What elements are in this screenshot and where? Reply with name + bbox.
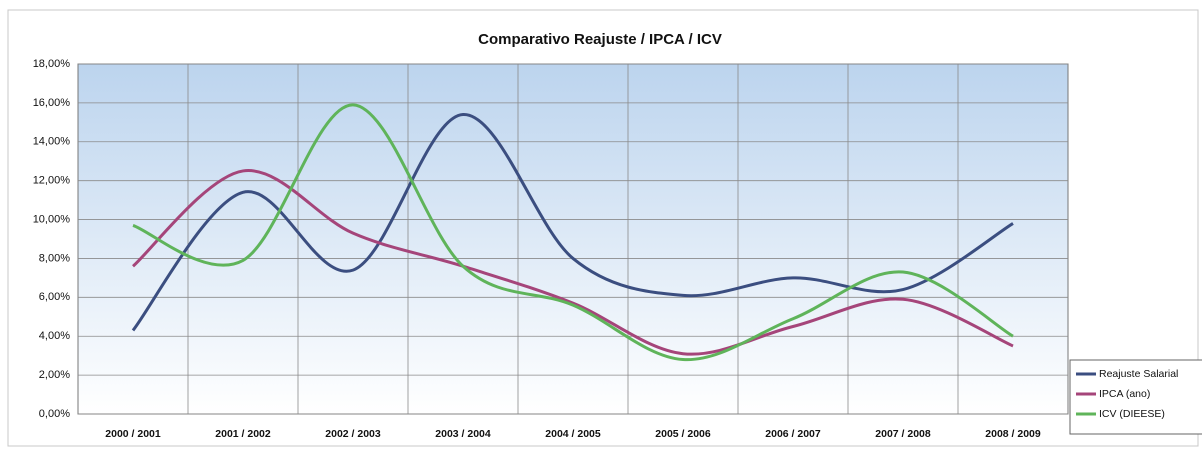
y-tick-label: 4,00%: [39, 330, 70, 342]
series-line: [132, 169, 1014, 356]
y-tick-label: 8,00%: [39, 252, 70, 264]
legend-label: Reajuste Salarial: [1099, 368, 1178, 380]
x-tick-label: 2000 / 2001: [105, 428, 161, 440]
x-tick-label: 2008 / 2009: [985, 428, 1041, 440]
x-tick-label: 2002 / 2003: [325, 428, 381, 440]
x-tick-label: 2004 / 2005: [545, 428, 601, 440]
y-tick-label: 14,00%: [33, 136, 71, 148]
chart-title: Comparativo Reajuste / IPCA / ICV: [478, 31, 722, 48]
y-tick-label: 12,00%: [33, 175, 71, 187]
x-tick-label: 2001 / 2002: [215, 428, 271, 440]
legend-label: ICV (DIEESE): [1099, 408, 1165, 420]
y-tick-label: 16,00%: [33, 97, 71, 109]
x-tick-label: 2005 / 2006: [655, 428, 711, 440]
y-tick-label: 10,00%: [33, 213, 71, 225]
y-tick-label: 6,00%: [39, 291, 70, 303]
y-tick-label: 2,00%: [39, 369, 70, 381]
legend-box: [1069, 359, 1202, 435]
legend-label: IPCA (ano): [1099, 388, 1150, 400]
x-tick-label: 2007 / 2008: [875, 428, 931, 440]
plot-area: [77, 63, 1069, 415]
y-tick-label: 0,00%: [39, 408, 70, 420]
series-line: [132, 103, 1014, 362]
x-tick-label: 2003 / 2004: [435, 428, 491, 440]
y-tick-label: 18,00%: [33, 58, 71, 70]
x-tick-label: 2006 / 2007: [765, 428, 821, 440]
